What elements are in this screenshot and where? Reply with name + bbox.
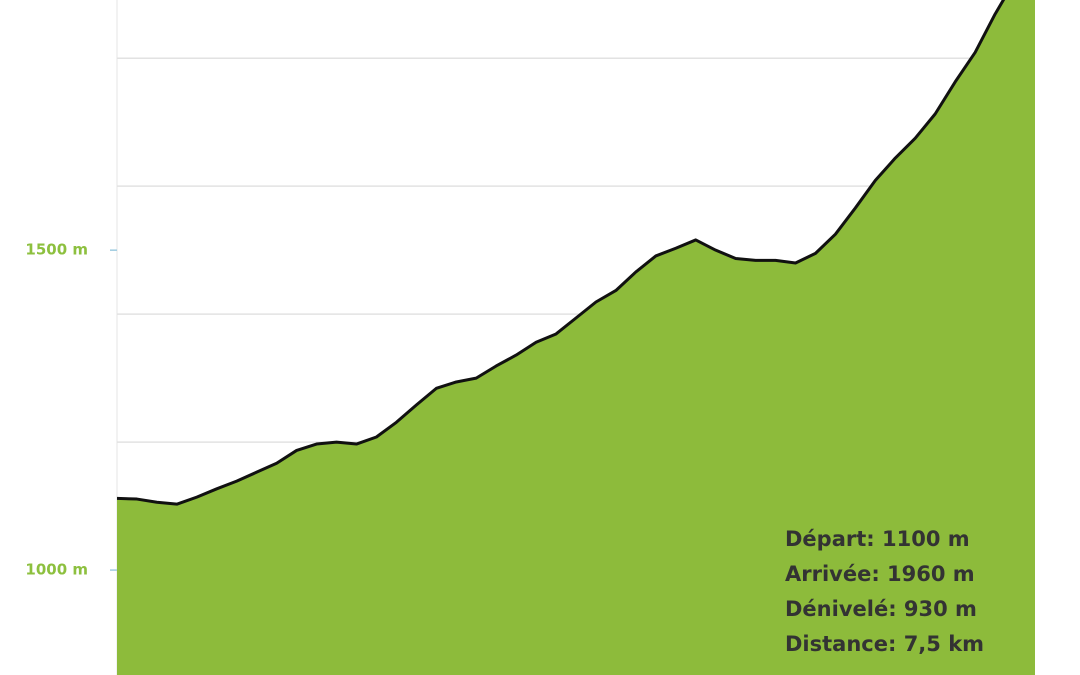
y-tick-label: 1500 m — [25, 241, 88, 259]
y-tick-label: 1000 m — [25, 561, 88, 579]
annotation: Arrivée: 1960 m — [785, 562, 975, 586]
annotation: Distance: 7,5 km — [785, 632, 984, 656]
annotation: Départ: 1100 m — [785, 527, 970, 551]
area — [117, 0, 1035, 675]
annotation: Dénivelé: 930 m — [785, 597, 977, 621]
plot — [117, 0, 1035, 675]
profile-line — [117, 0, 1006, 506]
